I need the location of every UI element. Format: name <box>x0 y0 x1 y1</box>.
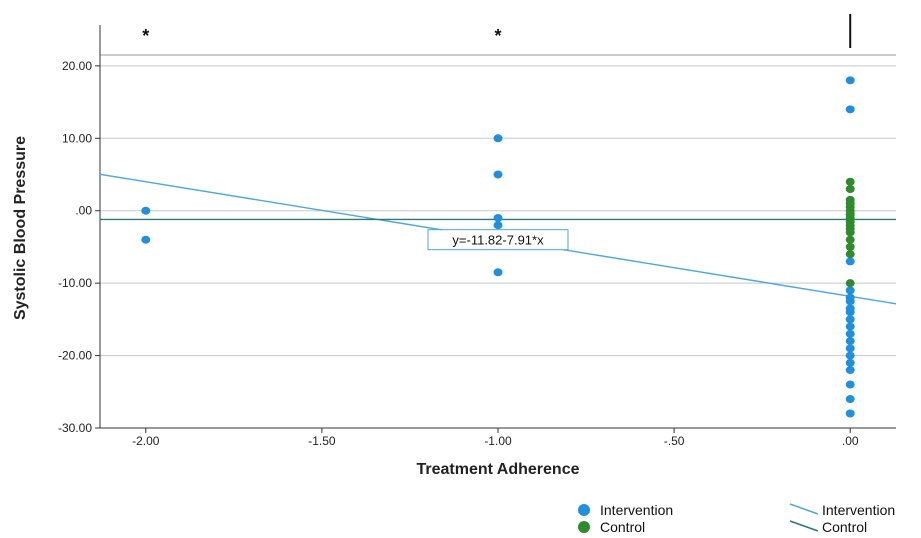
legend-label: Control <box>600 519 645 535</box>
equation-box <box>427 229 569 251</box>
outlier-star: * <box>494 26 501 46</box>
data-point-intervention <box>845 315 855 324</box>
data-point-intervention <box>493 213 503 222</box>
y-tick-label: 20.00 <box>62 59 92 73</box>
data-point-intervention <box>845 351 855 360</box>
data-point-control <box>845 184 855 193</box>
equation-label: y=-11.82-7.91*x <box>452 233 544 248</box>
data-point-intervention <box>845 337 855 346</box>
outlier-star: * <box>142 26 149 46</box>
data-point-intervention <box>845 76 855 85</box>
x-tick-label: -1.00 <box>484 434 512 448</box>
data-point-intervention <box>845 344 855 353</box>
x-tick-label: -1.50 <box>308 434 336 448</box>
data-point-control <box>845 228 855 237</box>
data-point-intervention <box>845 395 855 404</box>
legend-label: Control <box>822 519 867 535</box>
legend-marker-intervention <box>578 504 590 516</box>
legend-line-intervention <box>789 503 819 515</box>
y-tick-label: -10.00 <box>58 276 92 290</box>
data-point-intervention <box>845 297 855 306</box>
data-point-intervention <box>845 105 855 114</box>
data-point-control <box>845 177 855 186</box>
y-tick-label: 10.00 <box>62 131 92 145</box>
y-axis-title: Systolic Blood Pressure <box>12 136 29 320</box>
data-point-intervention <box>141 206 151 215</box>
data-point-intervention <box>845 366 855 375</box>
data-point-intervention <box>845 329 855 338</box>
data-point-intervention <box>845 380 855 389</box>
data-point-intervention <box>845 286 855 295</box>
legend-line-control <box>789 520 819 532</box>
data-point-control <box>845 242 855 251</box>
data-point-intervention <box>141 235 151 244</box>
data-point-intervention <box>845 322 855 331</box>
data-point-intervention <box>493 170 503 179</box>
y-tick-label: -30.00 <box>58 421 92 435</box>
axes: 20.00 10.00 .00 -10.00 -20.00 -30.00 -2.00 -1.5… <box>58 25 896 448</box>
data-point-intervention <box>493 134 503 143</box>
y-tick-label: -20.00 <box>58 349 92 363</box>
data-point-control <box>845 279 855 288</box>
data-point-intervention <box>845 409 855 418</box>
data-point-intervention <box>845 358 855 367</box>
legend-label: Intervention <box>822 502 895 518</box>
data-point-intervention <box>493 221 503 230</box>
data-point-intervention <box>845 257 855 266</box>
annotations: * * y=-11.82-7.91*x <box>142 14 852 251</box>
x-tick-label: -.50 <box>664 434 685 448</box>
x-tick-label: -2.00 <box>132 434 160 448</box>
data-point-intervention <box>845 308 855 317</box>
data-points <box>141 76 855 418</box>
x-axis-title: Treatment Adherence <box>416 461 579 478</box>
x-tick-label: .00 <box>842 434 859 448</box>
data-point-control <box>845 250 855 259</box>
data-point-intervention <box>493 268 503 277</box>
data-point-control <box>845 235 855 244</box>
legend-label: Intervention <box>600 502 673 518</box>
y-tick-label: .00 <box>75 204 92 218</box>
legend-marker-control <box>578 521 590 533</box>
